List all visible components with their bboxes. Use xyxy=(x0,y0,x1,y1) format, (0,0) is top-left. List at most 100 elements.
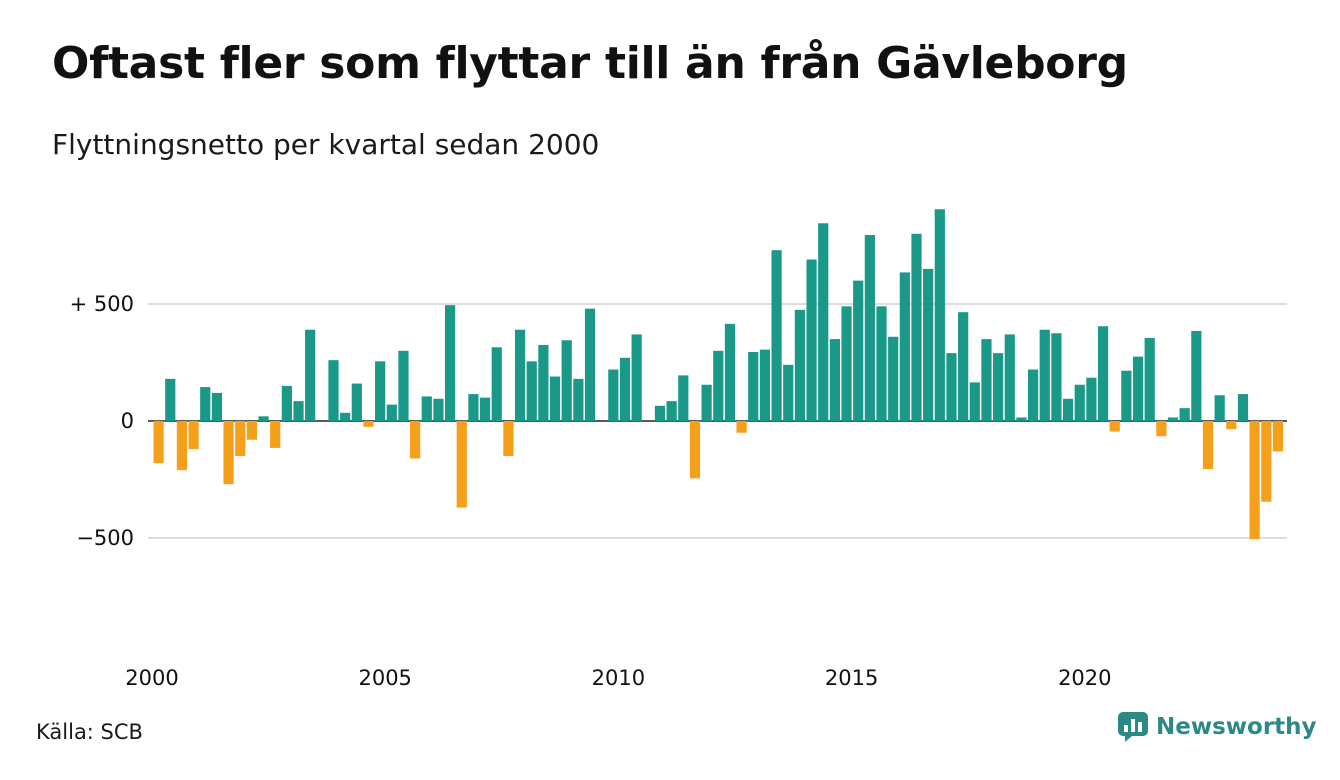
bar[interactable] xyxy=(1167,417,1179,421)
bar[interactable] xyxy=(1132,356,1144,421)
bar[interactable] xyxy=(724,323,736,421)
bar[interactable] xyxy=(1179,408,1190,421)
bar[interactable] xyxy=(200,387,211,421)
bar[interactable] xyxy=(654,405,666,421)
bar[interactable] xyxy=(829,339,840,421)
bar[interactable] xyxy=(888,336,899,421)
bar[interactable] xyxy=(783,364,794,421)
newsworthy-logo-icon xyxy=(1118,712,1148,742)
bar[interactable] xyxy=(1121,370,1132,421)
bar[interactable] xyxy=(153,421,164,464)
bar[interactable] xyxy=(293,401,304,421)
bar[interactable] xyxy=(1272,421,1284,452)
bar[interactable] xyxy=(946,353,957,421)
bar[interactable] xyxy=(375,361,386,421)
bar[interactable] xyxy=(1226,421,1237,430)
bar[interactable] xyxy=(818,223,829,421)
bar[interactable] xyxy=(526,361,537,421)
bar[interactable] xyxy=(794,309,805,421)
bar[interactable] xyxy=(876,306,887,421)
bar[interactable] xyxy=(899,272,910,421)
bar[interactable] xyxy=(211,392,222,421)
bar[interactable] xyxy=(1249,421,1260,540)
bar[interactable] xyxy=(456,421,467,508)
bar[interactable] xyxy=(410,421,421,459)
bar[interactable] xyxy=(713,350,724,421)
bar[interactable] xyxy=(864,234,875,421)
bar[interactable] xyxy=(1202,421,1214,469)
bar[interactable] xyxy=(631,334,642,421)
bar[interactable] xyxy=(514,329,526,421)
bar[interactable] xyxy=(351,383,362,421)
bar[interactable] xyxy=(1016,417,1027,421)
bar[interactable] xyxy=(549,376,561,421)
bar[interactable] xyxy=(270,421,281,448)
bar[interactable] xyxy=(841,306,852,421)
bar[interactable] xyxy=(1156,421,1167,437)
bar[interactable] xyxy=(993,353,1004,421)
bar[interactable] xyxy=(1144,337,1155,421)
bar[interactable] xyxy=(561,340,572,421)
bar[interactable] xyxy=(701,384,712,421)
bar[interactable] xyxy=(678,375,689,421)
bar[interactable] xyxy=(421,396,432,421)
bar[interactable] xyxy=(1261,421,1272,502)
bar[interactable] xyxy=(608,369,619,421)
bar[interactable] xyxy=(503,421,514,457)
bar[interactable] xyxy=(281,385,292,421)
bar[interactable] xyxy=(176,421,188,471)
bar[interactable] xyxy=(1004,334,1015,421)
bar[interactable] xyxy=(363,421,374,427)
bar[interactable] xyxy=(759,349,771,421)
bar[interactable] xyxy=(538,344,549,421)
source-note: Källa: SCB xyxy=(36,720,143,744)
bar[interactable] xyxy=(806,259,817,421)
bar[interactable] xyxy=(386,404,397,421)
bar[interactable] xyxy=(246,421,257,440)
brand-logo[interactable]: Newsworthy xyxy=(1118,712,1317,742)
bar[interactable] xyxy=(958,312,969,421)
bar[interactable] xyxy=(328,360,339,421)
bar[interactable] xyxy=(923,268,934,421)
bar[interactable] xyxy=(1086,377,1097,421)
bar[interactable] xyxy=(468,394,479,421)
bar[interactable] xyxy=(1097,326,1109,421)
bar[interactable] xyxy=(1028,369,1039,421)
bar[interactable] xyxy=(1214,395,1225,421)
bar[interactable] xyxy=(666,401,677,421)
bar[interactable] xyxy=(1191,330,1202,421)
bar[interactable] xyxy=(398,350,409,421)
bar[interactable] xyxy=(911,233,922,421)
bar[interactable] xyxy=(479,397,491,421)
bar[interactable] xyxy=(1109,421,1120,432)
bar[interactable] xyxy=(619,357,631,421)
bar[interactable] xyxy=(1062,398,1074,421)
bar[interactable] xyxy=(771,250,782,421)
chart-subtitle: Flyttningsnetto per kvartal sedan 2000 xyxy=(52,128,600,161)
bar[interactable] xyxy=(258,416,269,421)
bar[interactable] xyxy=(584,308,596,421)
bar[interactable] xyxy=(1039,329,1050,421)
bar[interactable] xyxy=(981,339,992,421)
bar[interactable] xyxy=(445,305,456,421)
bar[interactable] xyxy=(748,351,759,421)
y-tick-label: −500 xyxy=(76,526,134,550)
bar[interactable] xyxy=(934,209,945,421)
bar[interactable] xyxy=(853,280,864,421)
bar[interactable] xyxy=(223,421,234,485)
bar[interactable] xyxy=(305,329,316,421)
bar[interactable] xyxy=(1051,333,1062,421)
bar[interactable] xyxy=(433,398,444,421)
bar[interactable] xyxy=(491,347,502,421)
bar[interactable] xyxy=(969,382,980,421)
bar[interactable] xyxy=(573,378,584,421)
bar[interactable] xyxy=(235,421,246,457)
bar[interactable] xyxy=(736,421,747,433)
bar[interactable] xyxy=(1237,394,1249,421)
bar[interactable] xyxy=(188,421,199,450)
y-tick-label: + 500 xyxy=(70,292,134,316)
bar[interactable] xyxy=(340,412,351,421)
bar[interactable] xyxy=(689,421,701,479)
bar[interactable] xyxy=(1074,384,1085,421)
bar[interactable] xyxy=(165,378,176,421)
